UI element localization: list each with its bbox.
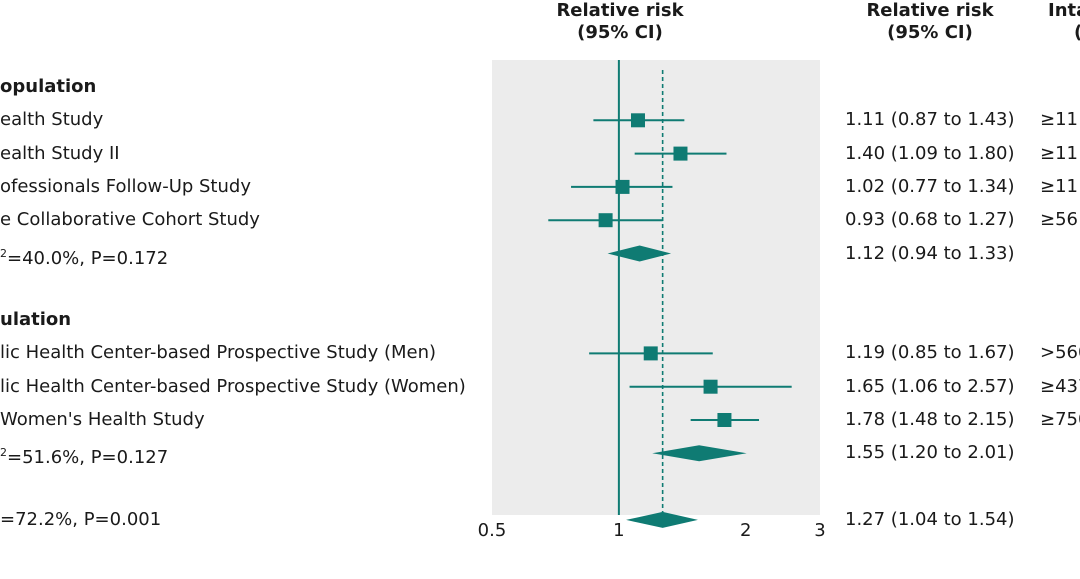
- intake-value: >560: [1040, 342, 1080, 364]
- rr-ci-value: 1.55 (1.20 to 2.01): [845, 442, 1015, 464]
- study-label: ofessionals Follow-Up Study: [0, 175, 251, 197]
- plot-header-line-1: Relative risk: [556, 0, 684, 21]
- plot-background: [492, 60, 820, 515]
- intake-value: ≥750: [1040, 409, 1080, 430]
- intake-header-line-1: Inta: [1048, 0, 1080, 21]
- heterogeneity-label: =72.2%, P=0.001: [0, 508, 162, 530]
- x-tick-label: 3: [814, 520, 825, 541]
- point-estimate-square: [717, 413, 732, 427]
- study-label: e Collaborative Cohort Study: [0, 209, 260, 231]
- group-header-label: ulation: [0, 309, 72, 331]
- rr-ci-value: 1.12 (0.94 to 1.33): [845, 242, 1015, 264]
- x-tick-label: 1: [613, 520, 624, 541]
- intake-value: ≥56: [1040, 209, 1078, 231]
- x-tick-label: 0.5: [478, 520, 507, 541]
- heterogeneity-label: 2=40.0%, P=0.172: [0, 246, 169, 269]
- point-estimate-square: [598, 213, 613, 228]
- study-label: ealth Study II: [0, 142, 120, 164]
- point-estimate-square: [673, 146, 688, 161]
- study-label: lic Health Center-based Prospective Stud…: [0, 375, 466, 397]
- intake-value: ≥11: [1040, 109, 1078, 131]
- study-label: Women's Health Study: [0, 409, 205, 430]
- intake-value: ≥437: [1040, 375, 1080, 397]
- superscript: 2: [0, 246, 7, 260]
- intake-header-line-2: (: [1048, 22, 1080, 44]
- plot-column-header: Relative risk (95% CI): [540, 0, 700, 44]
- rr-ci-value: 1.27 (1.04 to 1.54): [845, 508, 1015, 530]
- rr-column-header: Relative risk (95% CI): [850, 0, 1010, 44]
- point-estimate-square: [630, 113, 645, 128]
- superscript: 2: [0, 446, 7, 460]
- rr-ci-value: 1.02 (0.77 to 1.34): [845, 175, 1015, 197]
- heterogeneity-label: 2=51.6%, P=0.127: [0, 446, 169, 469]
- rr-ci-value: 1.11 (0.87 to 1.43): [845, 109, 1015, 131]
- plot-header-line-2: (95% CI): [577, 22, 663, 43]
- overall-diamond: [626, 511, 698, 528]
- group-header-label: opulation: [0, 76, 97, 97]
- intake-column-header: Inta (: [1048, 0, 1080, 44]
- point-estimate-square: [703, 379, 718, 394]
- rr-ci-value: 1.40 (1.09 to 1.80): [845, 142, 1015, 164]
- rr-header-line-2: (95% CI): [887, 22, 973, 43]
- subtotal-diamond: [652, 445, 747, 462]
- intake-value: ≥11: [1040, 175, 1078, 197]
- point-estimate-square: [615, 179, 630, 194]
- point-estimate-square: [643, 346, 658, 361]
- x-tick-label: 2: [740, 520, 751, 541]
- rr-ci-value: 1.65 (1.06 to 2.57): [845, 375, 1015, 397]
- subtotal-diamond: [607, 245, 672, 262]
- study-label: lic Health Center-based Prospective Stud…: [0, 342, 437, 364]
- intake-value: ≥11: [1040, 142, 1078, 164]
- rr-ci-value: 0.93 (0.68 to 1.27): [845, 209, 1015, 231]
- study-label: ealth Study: [0, 109, 104, 131]
- rr-header-line-1: Relative risk: [866, 0, 994, 21]
- rr-ci-value: 1.19 (0.85 to 1.67): [845, 342, 1015, 364]
- rr-ci-value: 1.78 (1.48 to 2.15): [845, 409, 1015, 430]
